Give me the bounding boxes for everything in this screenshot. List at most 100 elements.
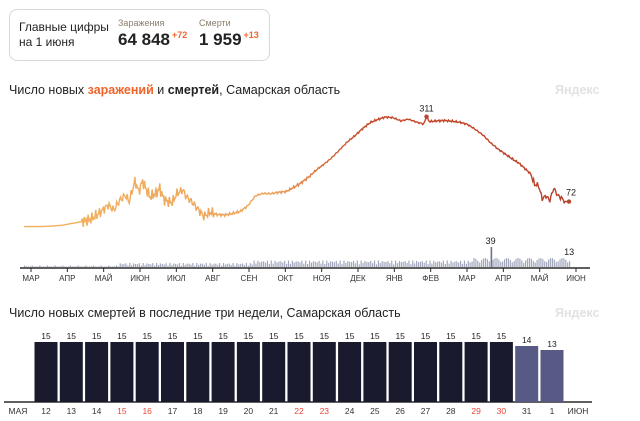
death-bar [358, 264, 360, 267]
day-bar [135, 342, 159, 402]
death-bar [282, 262, 284, 267]
death-bar [404, 261, 406, 267]
day-label: 12 [41, 406, 51, 416]
death-bar [381, 261, 383, 267]
death-bar [157, 265, 160, 267]
deaths-end-label: 13 [564, 247, 574, 257]
death-bar [242, 263, 244, 267]
death-bar [312, 261, 314, 267]
death-bar [293, 262, 295, 267]
day-bar-value: 15 [320, 331, 330, 341]
death-bar [532, 260, 534, 267]
death-bar [383, 261, 385, 267]
death-bar [534, 262, 536, 267]
death-bar [264, 262, 267, 267]
death-bar [406, 262, 408, 267]
death-bar [205, 263, 207, 267]
day-bar [312, 342, 336, 402]
death-bar [362, 262, 364, 267]
death-bar [394, 260, 397, 267]
day-label: 28 [446, 406, 456, 416]
death-bar [307, 263, 309, 267]
day-bar [414, 342, 437, 402]
day-bar-value: 15 [471, 331, 481, 341]
death-bar [113, 266, 116, 267]
cases-metric: Заражения 64 848 +72 [118, 18, 187, 50]
death-bar [412, 260, 414, 267]
death-bar [261, 261, 263, 267]
death-bar [257, 260, 259, 267]
death-bar [505, 258, 508, 267]
cases-value: 64 848 [118, 30, 170, 49]
death-bar [511, 262, 513, 267]
death-bar [196, 263, 198, 267]
death-bar [81, 266, 83, 267]
month-label: ДЕК [350, 274, 366, 283]
day-bar-value: 14 [522, 335, 532, 345]
death-bar [347, 261, 349, 267]
yandex-watermark-2: Яндекс [555, 306, 600, 320]
death-bar [555, 261, 557, 267]
month-label: МАР [458, 274, 475, 283]
death-bar [563, 258, 565, 267]
death-bar [35, 266, 37, 267]
death-bar [328, 262, 330, 267]
death-bar [69, 265, 72, 267]
death-bar [154, 265, 156, 267]
death-bar [41, 266, 43, 267]
death-bar [465, 263, 467, 267]
death-bar [450, 260, 452, 267]
death-bar [142, 263, 144, 267]
day-bar-value: 15 [395, 331, 405, 341]
cases-peak-dot [424, 114, 429, 119]
death-bar [119, 263, 121, 267]
death-bar [565, 259, 567, 267]
day-bar-value: 15 [421, 331, 431, 341]
death-bar [140, 265, 142, 267]
death-bar [389, 263, 391, 267]
death-bar [482, 258, 485, 267]
death-bar [551, 258, 553, 267]
death-bar [77, 265, 79, 267]
death-bar [530, 258, 532, 267]
month-label: НОЯ [313, 274, 331, 283]
death-bar [320, 263, 322, 267]
death-bar [507, 258, 510, 267]
death-bar [287, 260, 290, 267]
death-bar [236, 263, 238, 267]
death-bar [148, 263, 150, 267]
death-bar [62, 265, 64, 267]
death-bar [201, 263, 204, 267]
death-bar [104, 266, 106, 267]
death-bar [444, 264, 446, 267]
cases-line [24, 115, 569, 228]
month-label: АВГ [205, 274, 221, 283]
day-bar-value: 15 [168, 331, 178, 341]
death-bar [385, 261, 387, 267]
death-bar [175, 263, 177, 267]
death-bar [274, 260, 276, 267]
yandex-watermark: Яндекс [555, 83, 600, 97]
recent-deaths-chart-title: Число новых смертей в последние три неде… [9, 306, 401, 320]
death-bar [98, 266, 100, 267]
death-bar [373, 260, 376, 267]
death-bar [494, 258, 496, 267]
death-bar [188, 263, 190, 267]
death-bar [526, 258, 529, 267]
death-bar [372, 263, 374, 267]
death-bar [144, 265, 146, 267]
death-bar [209, 263, 211, 267]
day-bar-value: 15 [41, 331, 51, 341]
month-label: МАЙ [531, 274, 549, 283]
deaths-metric: Смерти 1 959 +13 [199, 18, 259, 50]
death-bar [176, 264, 179, 267]
day-label: 17 [168, 406, 178, 416]
death-bar [528, 258, 531, 267]
death-bar [295, 261, 297, 267]
death-bar [509, 259, 511, 267]
death-bar [73, 266, 75, 267]
death-bar [31, 265, 33, 267]
cases-peak-label: 311 [419, 104, 433, 114]
death-bar [339, 260, 341, 267]
month-label: СЕН [241, 274, 258, 283]
